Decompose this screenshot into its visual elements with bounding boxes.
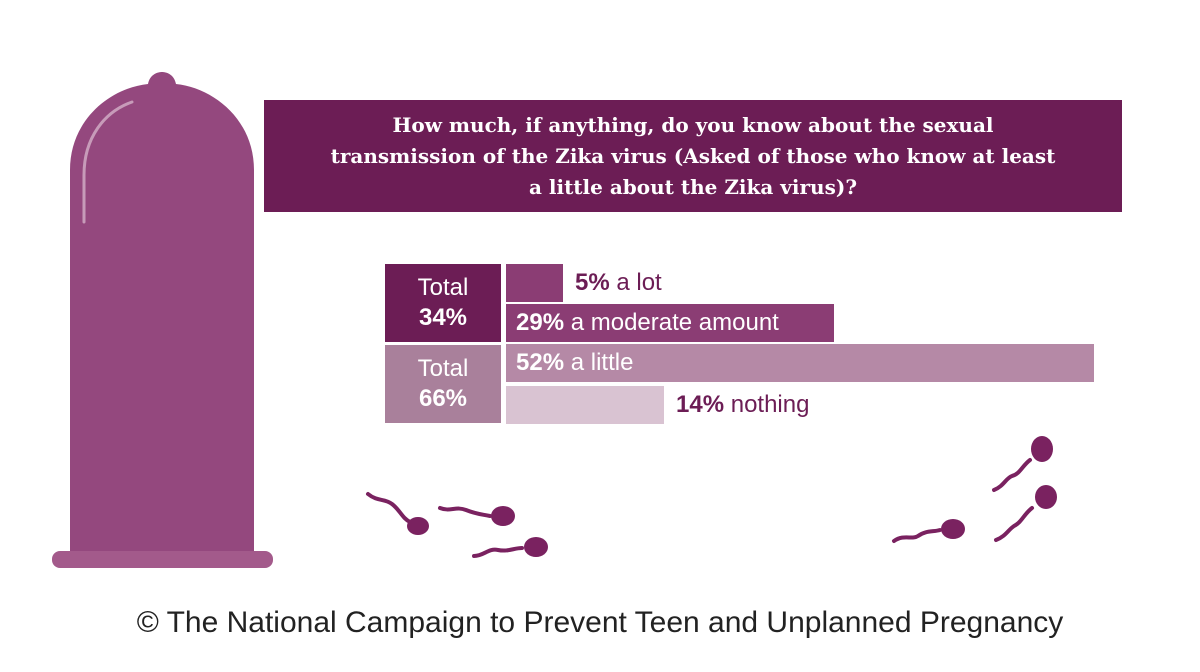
chart-title: How much, if anything, do you know about…	[330, 112, 1056, 199]
group-total-box-34: Total 34%	[385, 264, 501, 342]
bar-label-a-little: 52% a little	[516, 348, 633, 378]
bar-category: nothing	[724, 391, 810, 418]
condom-illustration	[52, 72, 273, 568]
bar-label-a-lot: 5% a lot	[575, 268, 662, 298]
bar-category: a lot	[609, 269, 662, 296]
bar-percent: 52%	[516, 349, 565, 376]
group-total-label: Total	[417, 274, 469, 301]
group-total-box-66: Total 66%	[385, 345, 501, 423]
group-total-value: 34%	[418, 304, 468, 331]
group-total-label: Total	[417, 355, 469, 382]
sperm-illustration-left	[366, 492, 548, 558]
bar-a-little	[506, 344, 1094, 382]
group-total-value: 66%	[418, 385, 468, 412]
sperm-illustration-right	[892, 436, 1057, 543]
copyright-footer: © The National Campaign to Prevent Teen …	[136, 606, 1064, 639]
bar-category: a moderate amount	[564, 309, 779, 336]
bar-label-a-moderate-amount: 29% a moderate amount	[516, 308, 779, 338]
bar-a-lot	[506, 264, 563, 302]
bar-percent: 5%	[575, 269, 610, 296]
condom-rim	[52, 551, 273, 568]
question-banner: How much, if anything, do you know about…	[264, 100, 1122, 212]
bar-a-moderate-amount	[506, 304, 834, 342]
bar-nothing	[506, 386, 664, 424]
condom-highlight	[82, 100, 134, 224]
condom-body	[70, 72, 254, 553]
bar-category: a little	[564, 349, 634, 376]
bar-label-nothing: 14% nothing	[676, 390, 809, 420]
bar-percent: 14%	[676, 391, 725, 418]
bar-percent: 29%	[516, 309, 565, 336]
